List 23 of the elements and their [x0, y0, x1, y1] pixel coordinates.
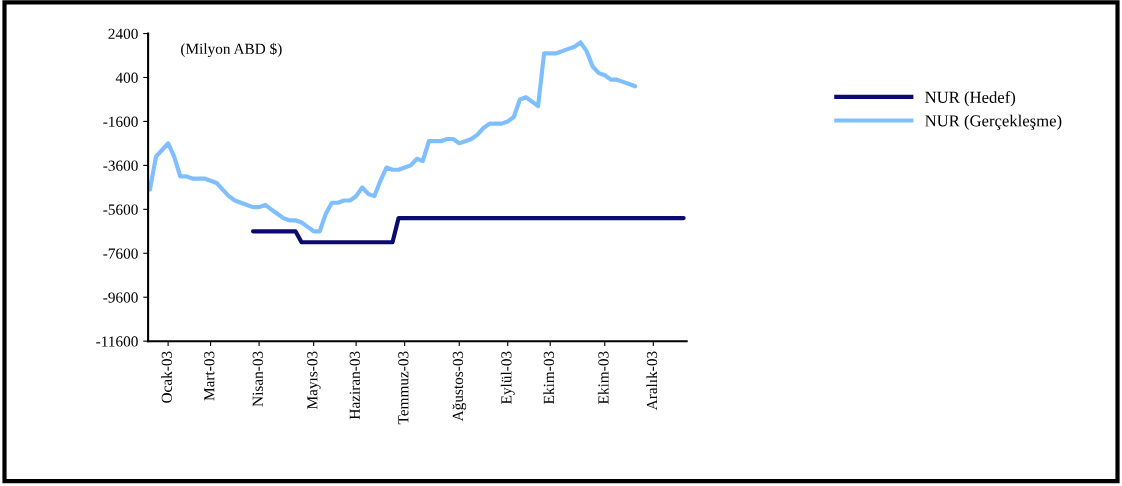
y-tick-label: 400: [115, 72, 138, 83]
legend-label: NUR (Gerçekleşme): [925, 114, 1062, 130]
x-tick-label: Haziran-03: [349, 351, 360, 420]
x-tick-label: Temmuz-03: [398, 351, 409, 425]
x-tick-label: Ekim-03: [597, 351, 609, 404]
y-tick-label: -9600: [103, 292, 138, 303]
legend-label: NUR (Hedef): [925, 91, 1016, 107]
x-tick-label: Nisan-03: [252, 351, 263, 407]
x-tick-label: Ağustos-03: [452, 351, 467, 422]
y-tick-label: -1600: [103, 116, 138, 127]
x-tick-label: Ekim-03: [543, 351, 555, 404]
y-tick-label: -7600: [103, 248, 138, 259]
line-series: [148, 40, 638, 234]
x-tick-label: Eylül-03: [500, 351, 515, 404]
x-tick-label: Mart-03: [204, 351, 215, 401]
x-tick-label: Mayıs-03: [307, 351, 321, 410]
y-tick-label: -5600: [103, 204, 138, 215]
y-tick-label: 2400: [108, 28, 138, 39]
y-tick-label: -11600: [96, 336, 138, 347]
annotation: (Milyon ABD $): [181, 42, 282, 58]
y-tick-label: -3600: [103, 160, 138, 171]
x-tick-label: Aralık-03: [646, 351, 658, 411]
x-tick-label: Ocak-03: [161, 351, 172, 403]
